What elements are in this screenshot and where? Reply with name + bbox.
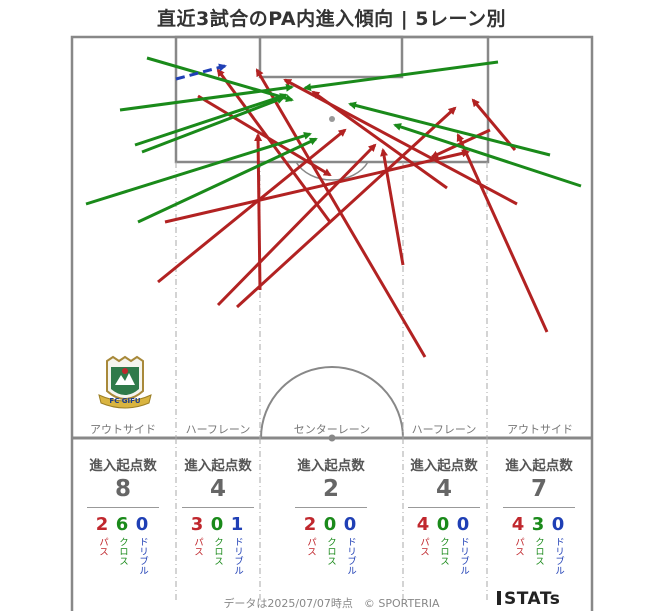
arrow-pass — [456, 133, 549, 333]
team-logo-text: FC GIFU — [109, 397, 140, 405]
stats-brand-logo: STATs — [497, 589, 560, 609]
breakdown-cross: 0 クロス — [436, 514, 450, 566]
lane-stat-label: 進入起点数 — [410, 458, 478, 474]
breakdown-pass: 2 パス — [303, 514, 317, 557]
stat-divider — [182, 507, 254, 508]
breakdown-cross: 0 クロス — [210, 514, 224, 566]
arrow-pass — [164, 149, 470, 224]
penalty-spot — [329, 116, 335, 122]
breakdown-pass: 2 パス — [95, 514, 109, 557]
lane-stat-label: 進入起点数 — [184, 458, 252, 474]
lane-total: 2 — [322, 476, 339, 502]
arrow-cross — [393, 123, 582, 188]
arrows-dribble — [175, 63, 227, 81]
lane-stat-label: 進入起点数 — [89, 458, 157, 474]
lane-stat-label: 進入起点数 — [505, 458, 573, 474]
chart-title: 直近3試合のPA内進入傾向 | 5レーン別 — [156, 8, 507, 30]
breakdown-cross: 6 クロス — [115, 514, 129, 566]
lane-total: 4 — [209, 476, 226, 502]
breakdown-pass: 4 パス — [511, 514, 525, 557]
stat-divider — [295, 507, 367, 508]
center-spot — [328, 434, 336, 442]
arrow-pass — [283, 78, 518, 206]
arrow-pass — [157, 128, 347, 284]
stat-divider — [87, 507, 159, 508]
arrow-pass — [216, 143, 377, 307]
arrow-cross — [119, 83, 294, 112]
breakdown-pass: 4 パス — [416, 514, 430, 557]
arrow-cross — [134, 93, 288, 147]
breakdown-dribble: 0 ドリブル — [551, 514, 565, 576]
team-logo: FC GIFU — [98, 355, 152, 409]
lane-stat-label: 進入起点数 — [297, 458, 365, 474]
arrow-cross — [146, 56, 294, 103]
lane-name-outside-right: アウトサイド — [507, 423, 573, 436]
lane-name-halflane-right: ハーフレーン — [411, 423, 477, 436]
arrow-pass — [430, 128, 491, 159]
stat-divider — [408, 507, 480, 508]
breakdown-cross: 0 クロス — [323, 514, 337, 566]
breakdown-dribble: 1 ドリブル — [230, 514, 244, 576]
breakdown-dribble: 0 ドリブル — [456, 514, 470, 576]
breakdown-pass: 3 パス — [190, 514, 204, 557]
lane-total: 8 — [114, 476, 131, 502]
breakdown-dribble: 0 ドリブル — [343, 514, 357, 576]
breakdown-dribble: 0 ドリブル — [135, 514, 149, 576]
arrow-cross — [348, 101, 551, 157]
lane-total: 4 — [435, 476, 452, 502]
stats-logo-icon — [497, 591, 501, 605]
lane-name-center: センターレーン — [293, 423, 371, 436]
breakdown-cross: 3 クロス — [531, 514, 545, 566]
lane-total: 7 — [530, 476, 547, 502]
arrow-cross — [303, 60, 499, 92]
arrow-cross — [137, 137, 318, 224]
arrow-dribble — [175, 63, 227, 81]
arrow-cross — [85, 131, 312, 206]
arrows-cross — [85, 56, 582, 224]
arrow-cross — [141, 96, 285, 154]
arrow-pass — [254, 133, 263, 291]
lane-name-outside-left: アウトサイド — [90, 423, 156, 436]
lane-dividers — [175, 162, 488, 600]
lane-name-halflane-left: ハーフレーン — [185, 423, 251, 436]
arrow-pass — [197, 94, 332, 177]
arrow-pass — [380, 148, 405, 266]
arrow-pass — [471, 98, 517, 151]
stat-divider — [503, 507, 575, 508]
arrow-pass — [235, 106, 457, 309]
footer-note: データは2025/07/07時点 © SPORTERIA — [223, 597, 440, 610]
